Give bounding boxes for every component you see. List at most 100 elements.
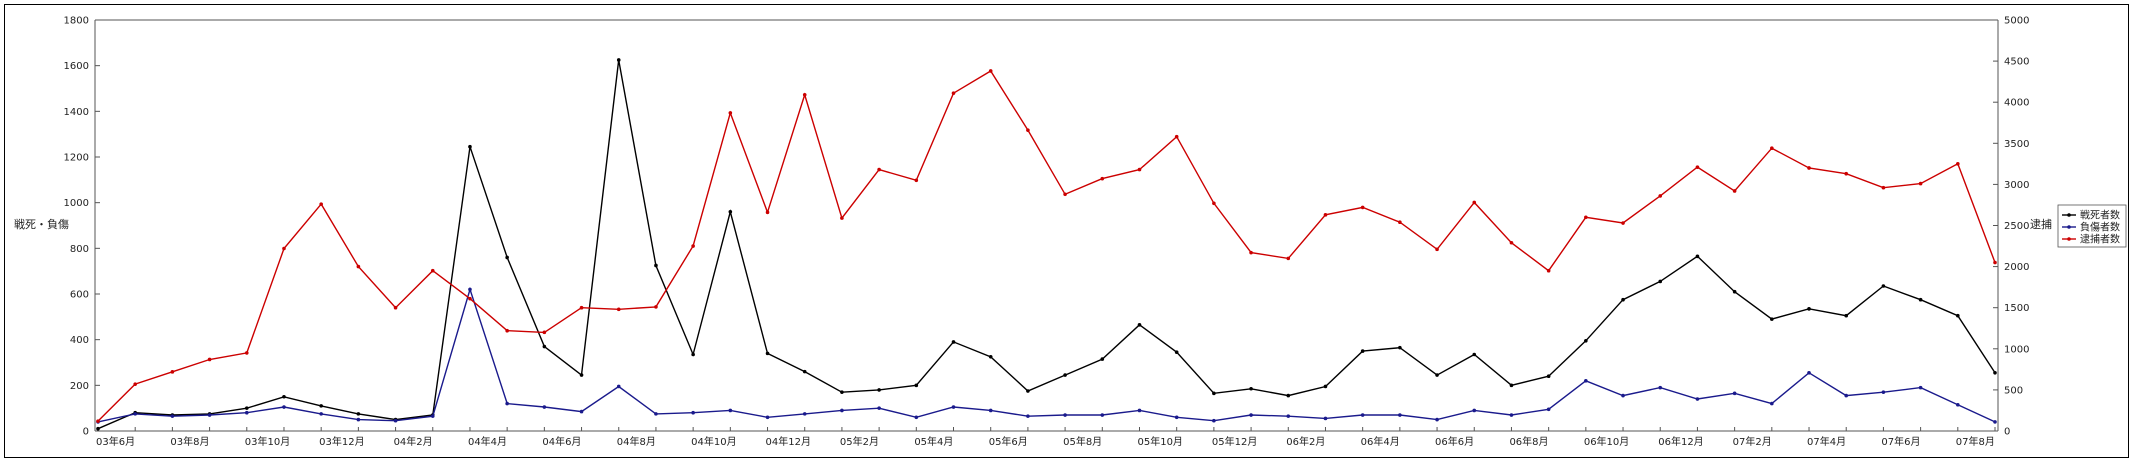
legend-marker — [2067, 213, 2071, 217]
data-point — [393, 305, 398, 310]
data-point — [654, 412, 658, 416]
data-point — [1546, 268, 1551, 273]
left-y-ticks: 0 200 400 600 800 1000 1200 1400 1600 1800 — [64, 16, 100, 438]
data-point — [505, 255, 509, 260]
data-point — [1063, 413, 1067, 417]
data-point — [1546, 407, 1551, 412]
data-point — [1323, 384, 1328, 389]
left-tick-label: 200 — [70, 381, 89, 392]
left-tick-label: 800 — [70, 244, 89, 255]
data-point — [579, 305, 584, 310]
data-point — [1770, 401, 1774, 406]
right-tick-label: 3000 — [2004, 180, 2029, 191]
data-point — [1286, 393, 1291, 398]
data-point — [1063, 192, 1067, 197]
data-point — [691, 352, 695, 357]
data-point — [1286, 256, 1291, 261]
right-tick-label: 1000 — [2004, 344, 2029, 355]
data-point — [1807, 307, 1811, 311]
data-point — [579, 373, 584, 377]
data-point — [1472, 352, 1477, 357]
data-point — [468, 287, 472, 292]
x-tick-label: 05年8月 — [1063, 435, 1102, 448]
left-tick-label: 1600 — [64, 61, 89, 72]
data-point — [1509, 240, 1514, 245]
x-tick-label: 04年10月 — [691, 435, 736, 448]
legend-item: 負傷者数 — [2062, 221, 2120, 234]
data-point — [616, 58, 621, 62]
data-point — [1249, 413, 1253, 417]
data-point — [542, 344, 547, 349]
data-point — [393, 418, 398, 423]
left-tick-label: 1800 — [64, 16, 89, 27]
series-layer — [96, 58, 1997, 431]
data-point — [1360, 349, 1365, 353]
chart-axes — [94, 19, 1999, 432]
data-point — [616, 307, 621, 312]
x-tick-label: 06年2月 — [1286, 435, 1325, 448]
data-point — [877, 388, 881, 392]
series-line — [97, 70, 1996, 422]
data-point — [542, 405, 547, 409]
data-point — [1323, 213, 1328, 217]
data-point — [1695, 165, 1700, 169]
data-point — [1956, 402, 1960, 407]
data-point — [1807, 370, 1811, 375]
right-tick-label: 5000 — [2004, 16, 2029, 27]
x-tick-label: 04年12月 — [766, 435, 811, 448]
data-point — [96, 419, 100, 423]
left-tick-label: 1200 — [64, 153, 89, 164]
x-tick-label: 04年4月 — [468, 435, 507, 448]
data-point — [877, 406, 881, 410]
x-tick-label: 03年8月 — [170, 435, 209, 448]
data-point — [579, 409, 584, 414]
data-point — [1472, 408, 1477, 413]
right-tick-label: 4000 — [2004, 98, 2029, 109]
data-point — [654, 263, 658, 268]
series-3 — [96, 69, 1997, 423]
data-point — [1881, 390, 1886, 394]
data-point — [282, 394, 286, 399]
data-point — [691, 244, 695, 248]
data-point — [1323, 416, 1328, 421]
data-point — [207, 357, 212, 362]
data-point — [1509, 413, 1514, 417]
data-point — [1435, 373, 1439, 377]
data-point — [133, 382, 137, 386]
data-point — [1918, 297, 1923, 302]
data-point — [1695, 397, 1700, 401]
data-point — [282, 246, 286, 251]
data-point — [505, 401, 509, 406]
data-point — [96, 426, 100, 431]
x-tick-label: 05年2月 — [840, 435, 879, 448]
right-y-ticks: 0 500 1000 1500 2000 2500 3000 3500 4000 4500 5000 — [1993, 16, 2029, 438]
data-point — [654, 305, 658, 309]
data-point — [244, 351, 249, 355]
data-point — [1509, 383, 1514, 388]
x-tick-label: 04年2月 — [394, 435, 433, 448]
data-point — [988, 408, 993, 413]
data-point — [988, 354, 993, 359]
legend-label: 戦死者数 — [2080, 209, 2120, 222]
x-tick-label: 07年2月 — [1733, 435, 1772, 448]
data-point — [914, 415, 919, 420]
left-tick-label: 400 — [70, 335, 89, 346]
data-point — [1993, 260, 1997, 265]
data-point — [1993, 420, 1997, 424]
right-tick-label: 0 — [2004, 427, 2010, 438]
left-tick-label: 1000 — [64, 198, 89, 209]
data-point — [1881, 185, 1886, 190]
data-point — [765, 210, 770, 215]
data-point — [1621, 221, 1625, 225]
data-point — [1956, 162, 1960, 166]
legend-marker — [2067, 237, 2071, 241]
x-tick-label: 06年6月 — [1435, 435, 1474, 448]
data-point — [1918, 181, 1923, 186]
data-point — [1472, 200, 1477, 205]
data-point — [170, 414, 175, 418]
data-point — [1398, 220, 1402, 225]
data-point — [468, 296, 472, 301]
data-point — [1249, 386, 1253, 391]
x-tick-label: 07年8月 — [1956, 435, 1995, 448]
data-point — [1732, 289, 1737, 294]
